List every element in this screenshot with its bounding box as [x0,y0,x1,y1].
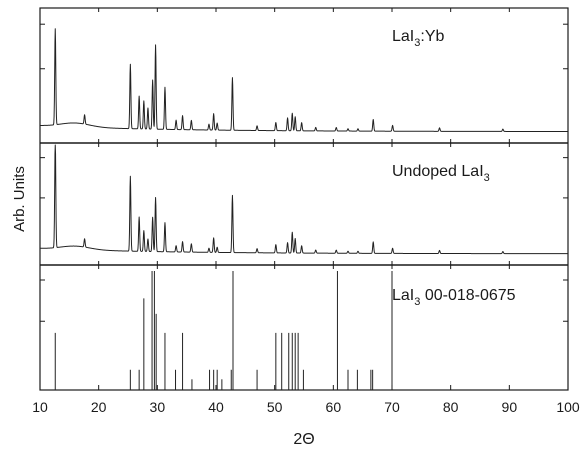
panel-label-tail: 00-018-0675 [420,287,515,304]
panel-label-main: LaI [392,287,414,304]
diffraction-trace [39,28,569,132]
panel-1: LaI3:Yb [39,23,569,132]
x-tick-label: 80 [443,399,459,415]
y-axis-label: Arb. Units [11,166,28,232]
panel-label-tail: :Yb [420,28,444,45]
x-tick-label: 90 [502,399,518,415]
panel-label-main: Undoped LaI [392,163,484,180]
panel-label-subscript: 3 [414,296,420,308]
x-tick-label: 30 [150,399,166,415]
panel-label: Undoped LaI3 [392,163,490,184]
x-tick-label: 70 [384,399,400,415]
panel-label: LaI3 00-018-0675 [392,287,516,308]
panel-label-subscript: 3 [484,172,490,184]
panel-label: LaI3:Yb [392,28,444,49]
x-axis-ticks: 10 20 30 40 50 60 70 80 90 100 [32,8,580,415]
plot-frame [39,7,569,391]
x-tick-label: 50 [267,399,283,415]
panel-label-main: LaI [392,28,414,45]
plot-border [39,7,569,391]
x-tick-label: 60 [326,399,342,415]
panel-2: Undoped LaI3 [39,144,569,255]
x-axis-label: 2Θ [293,431,314,448]
x-tick-label: 40 [208,399,224,415]
x-tick-label: 10 [32,399,48,415]
panel-label-subscript: 3 [414,37,420,49]
panel-3: LaI3 00-018-0675 [40,271,568,390]
x-tick-label: 20 [91,399,107,415]
x-tick-label: 100 [556,399,580,415]
diffraction-trace [39,144,569,255]
